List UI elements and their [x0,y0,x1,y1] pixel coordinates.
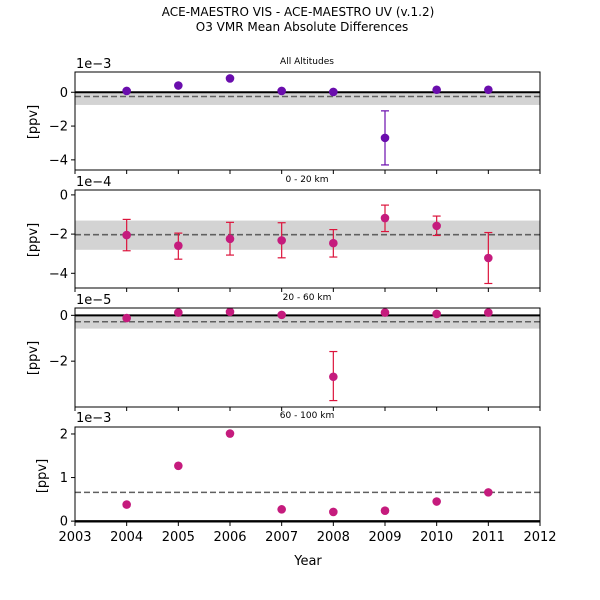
data-point [174,308,183,317]
data-point [122,313,131,323]
x-tick-label: 2011 [472,530,505,545]
data-point [277,236,286,245]
data-point [484,253,493,263]
data-point [329,238,338,248]
y-tick-label: 0 [60,86,68,101]
data-point [380,213,390,223]
data-point [225,429,235,438]
data-point [329,87,338,97]
panel-60-100-km: 60 - 100 km 1e−3 [ppv] 0 1 2 2003 2004 2005 20… [35,411,557,545]
panel-title: 60 - 100 km [280,411,334,421]
y-tick-label: 1 [60,471,68,486]
y-axis-label: [ppv] [26,341,41,375]
data-point [122,500,131,509]
data-point [174,241,183,250]
x-tick-label: 2012 [523,530,556,545]
panel-all-altitudes: All Altitudes 1e−3 [ppv] 0 −2 −4 [26,57,541,174]
data-point [277,310,286,320]
panel-20-60-km: 20 - 60 km 1e−5 [ppv] 0 −2 [26,293,541,411]
y-tick-label: −2 [49,228,68,243]
y-tick-label: −2 [49,120,68,135]
panel-0-20-km: 0 - 20 km 1e−4 [ppv] 0 −2 −4 [26,175,541,292]
x-tick-label: 2009 [368,530,401,545]
data-point [329,372,338,382]
axes-frame [74,189,541,289]
y-tick-label: 0 [60,188,68,203]
plot-area [75,74,540,166]
data-point [432,309,441,319]
data-point [122,86,131,96]
y-axis-label: [ppv] [35,459,50,493]
std-band [75,315,540,329]
data-point [277,505,286,514]
axes-frame [74,426,541,523]
data-point [432,497,441,506]
panel-title: All Altitudes [280,57,334,67]
panel-title: 20 - 60 km [283,293,332,303]
data-point [380,506,390,515]
figure-title-line1: ACE-MAESTRO VIS - ACE-MAESTRO UV (v.1.2) [162,5,435,19]
data-point [225,308,235,317]
y-tick-label: −2 [49,355,68,370]
x-tick-label: 2005 [162,530,195,545]
panel-title: 0 - 20 km [286,175,329,185]
data-point [329,507,338,517]
data-point [122,230,131,240]
y-tick-label: −4 [49,153,68,168]
data-point [432,221,441,231]
y-axis-label: [ppv] [26,105,41,139]
x-tick-label: 2010 [420,530,453,545]
x-tick-label: 2004 [110,530,143,545]
data-point [484,308,493,317]
axes-frame [74,307,541,408]
x-tick-label: 2007 [265,530,298,545]
data-point [225,74,235,83]
offset-label: 1e−4 [76,175,111,190]
y-tick-label: 2 [60,427,68,442]
std-band [75,220,540,250]
y-axis-label: [ppv] [26,223,41,257]
plot-area [75,204,540,285]
y-tick-label: 0 [60,515,68,530]
data-point [225,234,235,244]
std-band [75,92,540,105]
data-point [380,308,390,317]
offset-label: 1e−5 [76,293,111,308]
data-point [380,133,390,143]
axes-frame [74,71,541,171]
x-tick-label: 2003 [58,530,91,545]
plot-area [75,429,540,522]
y-tick-label: 0 [60,309,68,324]
figure-title-line2: O3 VMR Mean Absolute Differences [196,20,409,34]
data-point [174,81,183,90]
x-axis-label: Year [293,554,322,569]
data-point [432,85,441,95]
offset-label: 1e−3 [76,57,111,72]
offset-label: 1e−3 [76,411,111,426]
y-tick-label: −4 [49,267,68,282]
x-tick-label: 2008 [317,530,350,545]
data-point [484,85,493,95]
plot-area [75,308,540,402]
data-point [174,461,183,471]
data-point [484,488,493,497]
data-point [277,86,286,96]
x-tick-label: 2006 [213,530,246,545]
